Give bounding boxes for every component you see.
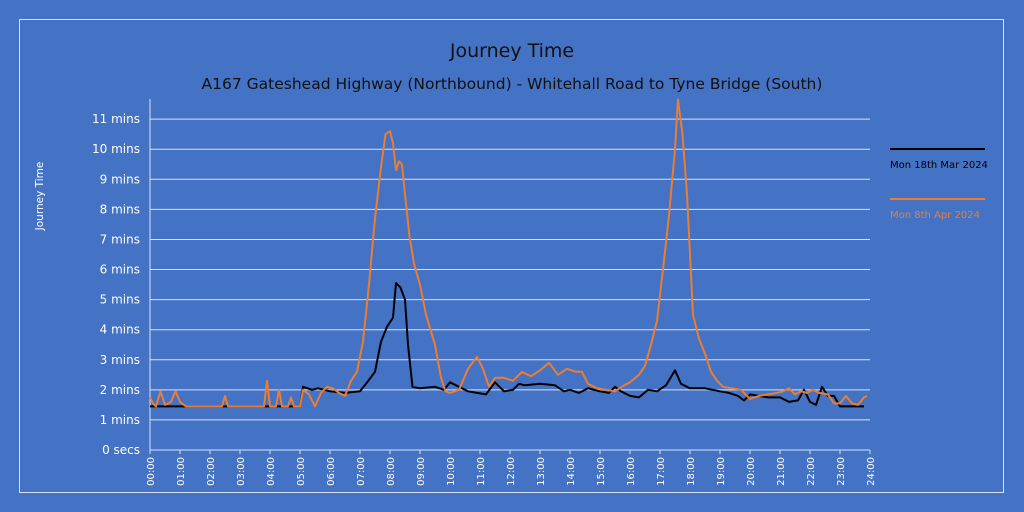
x-tick-label: 17:00 [656,457,667,486]
x-tick-label: 07:00 [356,457,367,486]
x-tick-label: 19:00 [716,457,727,486]
x-tick-label: 10:00 [446,457,457,486]
x-tick-label: 09:00 [416,457,427,486]
x-tick-label: 04:00 [266,457,277,486]
y-tick-label: 0 secs [102,443,140,457]
legend-label-series-2: Mon 8th Apr 2024 [890,210,980,221]
chart-title: Journey Time [449,40,575,62]
x-tick-label: 12:00 [506,457,517,486]
series-line-1 [150,282,864,408]
x-tick-label: 02:00 [206,457,217,486]
y-tick-label: 9 mins [100,172,140,186]
x-tick-label: 22:00 [806,457,817,486]
x-tick-label: 21:00 [776,457,787,486]
x-tick-label: 00:00 [146,457,157,486]
x-tick-label: 06:00 [326,457,337,486]
x-tick-label: 14:00 [566,457,577,486]
y-tick-label: 6 mins [100,263,140,277]
y-tick-label: 2 mins [100,383,140,397]
x-tick-label: 03:00 [236,457,247,486]
x-tick-label: 20:00 [746,457,757,486]
legend-swatch-series-2 [890,198,985,200]
y-tick-label: 8 mins [100,202,140,216]
y-tick-label: 7 mins [100,232,140,246]
y-tick-label: 5 mins [100,293,140,307]
y-tick-label: 4 mins [100,323,140,337]
x-tick-label: 11:00 [476,457,487,486]
x-tick-label: 24:00 [866,457,877,486]
y-tick-label: 11 mins [92,112,140,126]
x-tick-label: 16:00 [626,457,637,486]
x-tick-label: 23:00 [836,457,847,486]
x-tick-label: 13:00 [536,457,547,486]
y-tick-label: 10 mins [92,142,140,156]
x-tick-label: 15:00 [596,457,607,486]
x-tick-label: 18:00 [686,457,697,486]
x-tick-label: 08:00 [386,457,397,486]
x-tick-label: 05:00 [296,457,307,486]
x-tick-label: 01:00 [176,457,187,486]
y-tick-label: 3 mins [100,353,140,367]
series-line-2 [149,98,868,408]
y-tick-label: 1 mins [100,413,140,427]
legend-label-series-1: Mon 18th Mar 2024 [890,160,988,171]
legend-swatch-series-1 [890,148,985,150]
chart-subtitle: A167 Gateshead Highway (Northbound) - Wh… [201,75,823,93]
